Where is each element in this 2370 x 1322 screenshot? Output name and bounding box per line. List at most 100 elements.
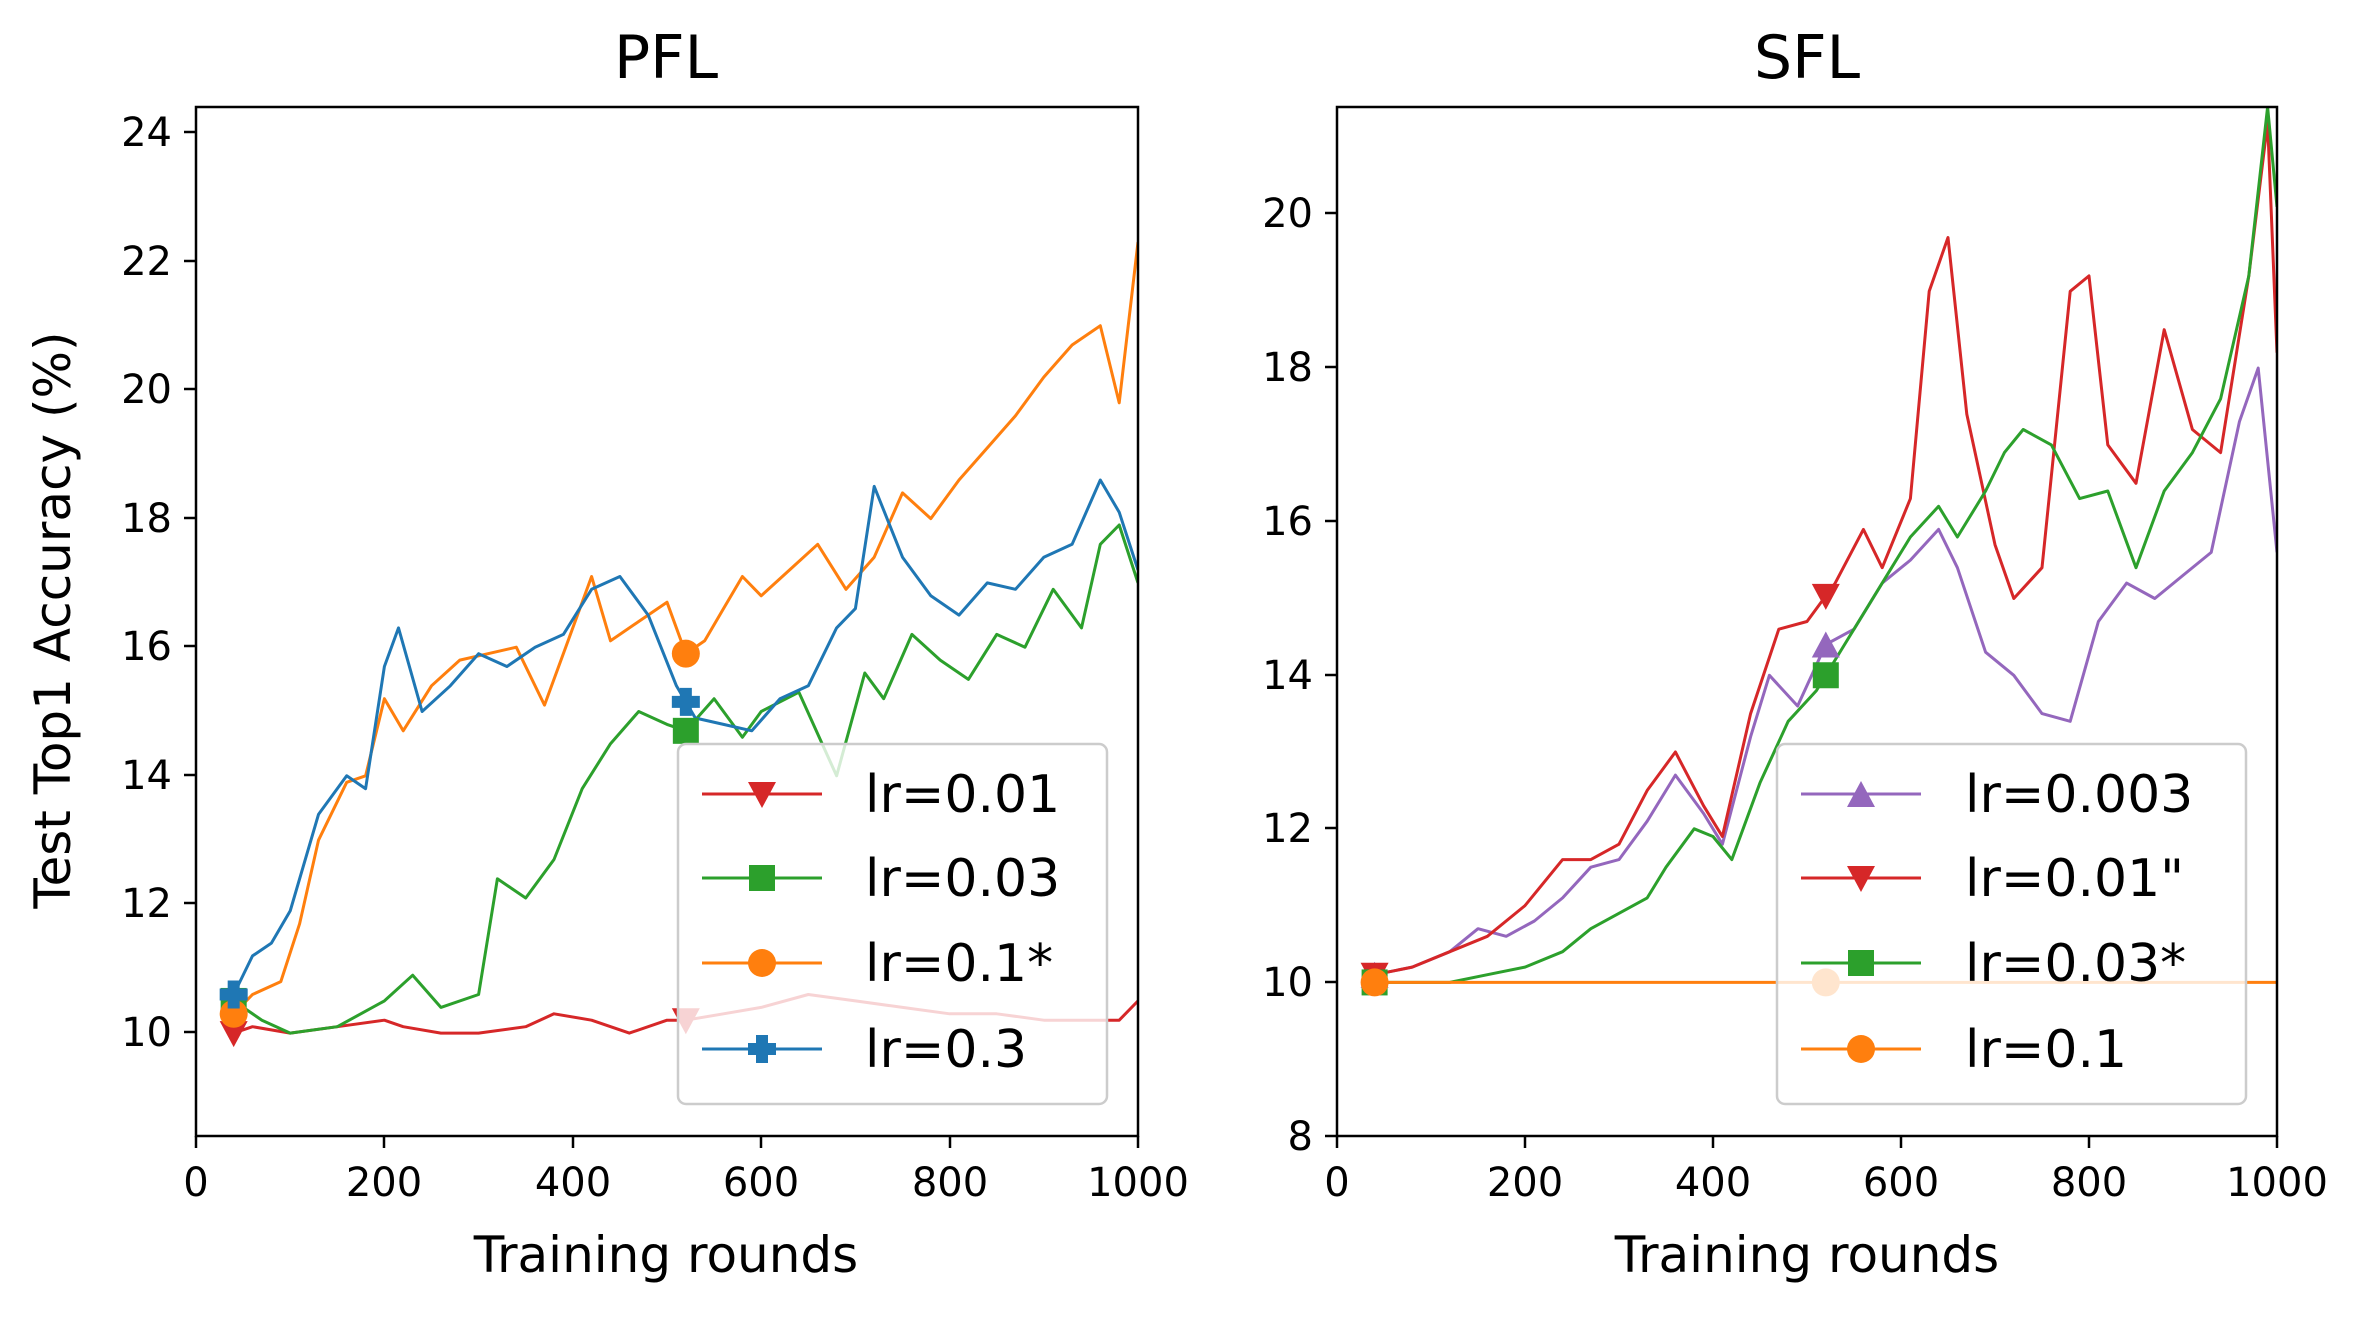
pfl-xtick-label: 0 — [183, 1160, 208, 1206]
pfl-ytick-label: 10 — [121, 1010, 172, 1056]
sfl-xtick-label: 0 — [1324, 1160, 1349, 1206]
pfl-ytick-label: 16 — [121, 624, 172, 670]
pfl-legend-entry: lr=0.03 — [702, 849, 1060, 909]
pfl-series-2-marker — [671, 639, 700, 668]
pfl-legend-label: lr=0.1* — [865, 934, 1053, 994]
pfl-ytick: 10 — [121, 1010, 196, 1056]
sfl-series-3-marker — [1360, 968, 1389, 997]
sfl-series-2-marker — [1812, 662, 1839, 689]
sfl-ytick-label: 14 — [1262, 653, 1313, 699]
pfl-ytick: 18 — [121, 496, 196, 542]
pfl-xtick: 200 — [346, 1136, 422, 1206]
pfl-ytick: 24 — [121, 110, 196, 156]
square-marker-icon — [749, 865, 775, 891]
sfl-ytick-label: 10 — [1262, 960, 1313, 1006]
sfl-legend-entry: lr=0.003 — [1801, 765, 2193, 825]
sfl-xtick-label: 800 — [2051, 1160, 2127, 1206]
sfl-xtick-label: 1000 — [2226, 1160, 2328, 1206]
sfl-ytick: 14 — [1262, 653, 1337, 699]
sfl-legend-label: lr=0.003 — [1965, 765, 2193, 825]
pfl-ytick-label: 24 — [121, 110, 172, 156]
sfl-xtick-label: 600 — [1863, 1160, 1939, 1206]
sfl-axes-frame — [1335, 105, 2279, 1138]
sfl-ytick-label: 16 — [1262, 499, 1313, 545]
pfl-x-axis: 0 200 400 600 800 1000 — [183, 1136, 1189, 1206]
panel-pfl: PFL 0 200 400 600 800 1000 10 12 14 16 1… — [24, 23, 1189, 1284]
circle-marker-icon — [748, 949, 776, 977]
pfl-legend-entry: lr=0.3 — [702, 1020, 1027, 1080]
sfl-ytick-label: 18 — [1262, 345, 1313, 391]
sfl-ytick: 8 — [1288, 1114, 1337, 1160]
pfl-xtick: 400 — [535, 1136, 611, 1206]
triangle-down-marker-icon — [1847, 866, 1875, 892]
sfl-xtick: 0 — [1324, 1136, 1350, 1206]
sfl-xtick: 600 — [1863, 1136, 1939, 1206]
pfl-xtick-label: 600 — [723, 1160, 799, 1206]
pfl-ytick: 14 — [121, 753, 196, 799]
plus-marker-icon — [748, 1035, 776, 1063]
panel-sfl: SFL 0 200 400 600 800 1000 8 10 12 14 16… — [1262, 23, 2328, 1284]
sfl-legend-entry: lr=0.01" — [1801, 849, 2184, 909]
circle-marker-icon — [1847, 1035, 1875, 1063]
sfl-xtick: 800 — [2051, 1136, 2127, 1206]
pfl-ytick: 20 — [121, 367, 196, 413]
pfl-x-axis-label: Training rounds — [473, 1226, 858, 1284]
pfl-ytick-label: 18 — [121, 496, 172, 542]
sfl-xtick-label: 200 — [1487, 1160, 1563, 1206]
sfl-series-line-0 — [1374, 366, 2277, 977]
sfl-series-line-1 — [1374, 120, 2277, 977]
pfl-ytick: 12 — [121, 881, 196, 927]
pfl-title: PFL — [614, 23, 719, 93]
pfl-legend-entry: lr=0.1* — [702, 934, 1053, 994]
sfl-y-axis: 8 10 12 14 16 18 20 — [1262, 191, 1337, 1160]
pfl-series-2-marker — [219, 999, 248, 1028]
pfl-series-3-marker — [219, 980, 248, 1009]
sfl-legend-entry: lr=0.1 — [1801, 1020, 2127, 1080]
square-marker-icon — [1848, 950, 1874, 976]
pfl-xtick-label: 200 — [346, 1160, 422, 1206]
pfl-axes-frame — [194, 105, 1140, 1138]
pfl-y-axis: 10 12 14 16 18 20 22 24 — [121, 110, 196, 1056]
pfl-legend-label: lr=0.03 — [865, 849, 1060, 909]
sfl-legend-label: lr=0.01" — [1965, 849, 2184, 909]
sfl-ytick-label: 12 — [1262, 806, 1313, 852]
pfl-ytick-label: 12 — [121, 881, 172, 927]
pfl-ytick: 16 — [121, 624, 196, 670]
pfl-series-3-marker — [671, 687, 700, 716]
sfl-xtick: 200 — [1487, 1136, 1563, 1206]
pfl-series-0-marker — [219, 1021, 248, 1048]
pfl-xtick-label: 400 — [535, 1160, 611, 1206]
sfl-legend-entry: lr=0.03* — [1801, 934, 2186, 994]
sfl-ytick-label: 8 — [1288, 1114, 1313, 1160]
pfl-ytick-label: 22 — [121, 239, 172, 285]
pfl-series-line-3 — [232, 478, 1138, 996]
pfl-y-axis-label: Test Top1 Accuracy (%) — [24, 331, 82, 909]
pfl-series-1-marker — [672, 717, 699, 744]
pfl-legend-box — [676, 742, 1109, 1106]
pfl-xtick-label: 800 — [912, 1160, 988, 1206]
sfl-ytick: 12 — [1262, 806, 1337, 852]
pfl-legend-label: lr=0.3 — [865, 1020, 1027, 1080]
pfl-legend: lr=0.01 lr=0.03 lr=0.1* lr=0.3 — [676, 742, 1109, 1106]
sfl-title: SFL — [1754, 23, 1861, 93]
pfl-ytick-label: 14 — [121, 753, 172, 799]
sfl-series-1-marker — [1811, 583, 1840, 610]
sfl-ytick: 16 — [1262, 499, 1337, 545]
pfl-xtick: 0 — [183, 1136, 209, 1206]
pfl-xtick: 1000 — [1087, 1136, 1189, 1206]
pfl-xtick-label: 1000 — [1087, 1160, 1189, 1206]
sfl-x-axis-label: Training rounds — [1614, 1226, 1999, 1284]
sfl-ytick-label: 20 — [1262, 191, 1313, 237]
sfl-xtick: 400 — [1675, 1136, 1751, 1206]
sfl-legend-box — [1775, 742, 2248, 1106]
triangle-up-marker-icon — [1847, 781, 1875, 807]
sfl-legend: lr=0.003 lr=0.01" lr=0.03* lr=0.1 — [1775, 742, 2248, 1106]
pfl-legend-label: lr=0.01 — [865, 765, 1060, 825]
pfl-ytick: 22 — [121, 239, 196, 285]
triangle-down-marker-icon — [748, 782, 776, 808]
pfl-xtick: 800 — [912, 1136, 988, 1206]
sfl-ytick: 10 — [1262, 960, 1337, 1006]
sfl-ytick: 20 — [1262, 191, 1337, 237]
